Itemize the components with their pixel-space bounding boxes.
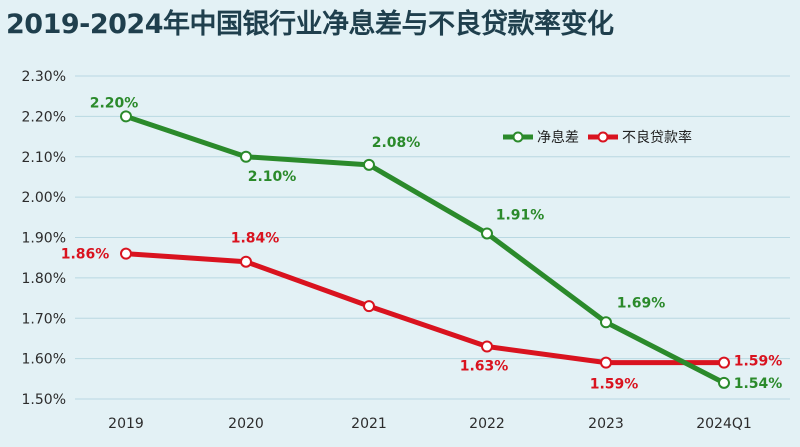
x-tick-label: 2022 xyxy=(469,416,505,432)
data-point-nim xyxy=(120,110,132,123)
legend-item-npl: 不良贷款率 xyxy=(588,129,692,146)
y-axis: 1.50% 1.60% 1.70% 1.80% 1.90% 2.00% 2.10% 2.20%… xyxy=(22,69,66,408)
legend-label: 净息差 xyxy=(537,129,579,146)
data-label-npl: 1.59% xyxy=(734,354,783,370)
data-point-nim xyxy=(363,158,375,171)
data-label-nim: 1.54% xyxy=(734,376,783,392)
data-point-nim xyxy=(718,376,730,389)
y-tick-label: 1.90% xyxy=(22,231,66,247)
data-label-npl: 1.59% xyxy=(590,377,639,393)
data-point-npl xyxy=(240,255,252,268)
legend-item-nim: 净息差 xyxy=(503,129,579,146)
data-point-npl xyxy=(600,356,612,369)
legend-swatch-marker xyxy=(512,131,524,143)
data-label-npl: 1.84% xyxy=(231,231,280,247)
data-label-npl: 1.86% xyxy=(61,247,110,263)
legend: 净息差 不良贷款率 xyxy=(503,129,692,146)
series-line-npl xyxy=(123,251,727,366)
y-tick-label: 1.80% xyxy=(22,271,66,287)
y-tick-label: 2.00% xyxy=(22,190,66,206)
y-tick-label: 2.20% xyxy=(22,109,66,125)
grid-lines xyxy=(75,75,790,400)
legend-swatch-marker xyxy=(597,131,609,143)
data-point-npl xyxy=(120,247,132,260)
data-point-npl xyxy=(718,356,730,369)
data-label-nim: 1.69% xyxy=(617,295,666,311)
x-axis: 2019 2020 2021 2022 2023 2024Q1 xyxy=(108,416,752,432)
data-point-nim xyxy=(240,150,252,163)
data-point-npl xyxy=(363,300,375,313)
x-tick-label: 2019 xyxy=(108,416,144,432)
y-tick-label: 1.70% xyxy=(22,311,66,327)
data-label-nim: 1.91% xyxy=(496,207,545,223)
data-label-nim: 2.20% xyxy=(90,95,139,111)
data-label-nim: 2.08% xyxy=(372,135,421,151)
x-tick-label: 2020 xyxy=(228,416,264,432)
chart-title: 2019-2024年中国银行业净息差与不良贷款率变化 xyxy=(6,9,614,40)
y-tick-label: 1.50% xyxy=(22,392,66,408)
x-tick-label: 2024Q1 xyxy=(696,416,752,432)
y-tick-label: 2.30% xyxy=(22,69,66,85)
data-label-nim: 2.10% xyxy=(248,169,297,185)
series-markers xyxy=(120,110,730,389)
legend-label: 不良贷款率 xyxy=(622,129,692,146)
y-tick-label: 1.60% xyxy=(22,352,66,368)
data-point-npl xyxy=(481,340,493,353)
data-point-nim xyxy=(600,316,612,329)
series-line-nim xyxy=(123,113,727,386)
data-point-nim xyxy=(481,227,493,240)
y-tick-label: 2.10% xyxy=(22,150,66,166)
data-label-npl: 1.63% xyxy=(460,359,509,375)
x-tick-label: 2023 xyxy=(588,416,624,432)
data-labels: 2.20% 2.10% 2.08% 1.91% 1.69% 1.54% 1.86% 1.84%… xyxy=(61,95,783,392)
series-lines xyxy=(123,113,727,386)
x-tick-label: 2021 xyxy=(351,416,387,432)
